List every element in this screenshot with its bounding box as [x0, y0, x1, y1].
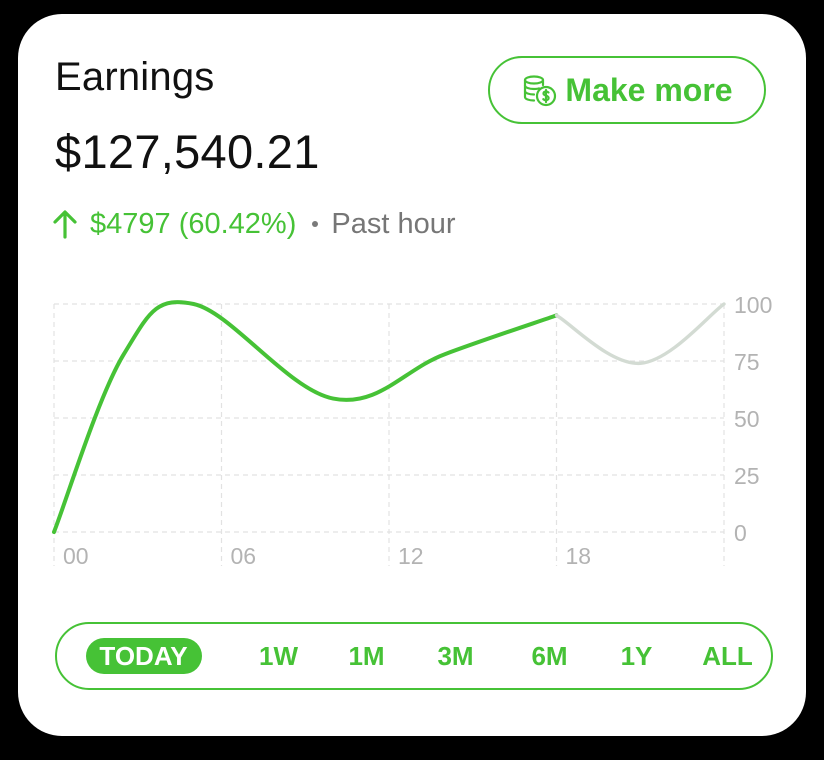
- y-tick-label: 100: [734, 292, 772, 318]
- x-tick-label: 12: [398, 543, 424, 569]
- change-value: $4797 (60.42%): [90, 207, 297, 240]
- make-more-label: Make more: [565, 71, 733, 108]
- chart-ticks: 0 25 50 75 100 00 06 12 18: [63, 292, 772, 569]
- earnings-series-line: [52, 300, 559, 534]
- arrow-up-icon: [53, 210, 77, 239]
- separator-dot: [312, 221, 319, 227]
- y-tick-label: 0: [734, 520, 747, 546]
- x-tick-label: 18: [566, 543, 592, 569]
- range-tab-6m[interactable]: 6M: [531, 641, 568, 671]
- range-tab-all[interactable]: ALL: [702, 641, 753, 671]
- projection-series-line: [554, 302, 726, 366]
- range-tab-3m[interactable]: 3M: [437, 641, 474, 671]
- chart-series: [52, 300, 726, 534]
- x-tick-label: 00: [63, 543, 89, 569]
- y-tick-label: 50: [734, 406, 760, 432]
- range-tab-1y[interactable]: 1Y: [620, 641, 653, 671]
- earnings-amount: $127,540.21: [55, 125, 320, 178]
- y-tick-label: 75: [734, 349, 760, 375]
- change-period: Past hour: [331, 207, 456, 240]
- range-tab-today[interactable]: TODAY: [85, 638, 202, 674]
- range-selector: TODAY 1W 1M 3M 6M 1Y ALL: [55, 622, 773, 690]
- earnings-title: Earnings: [55, 55, 215, 99]
- make-more-button[interactable]: Make more: [488, 56, 766, 124]
- range-tab-1w[interactable]: 1W: [259, 641, 298, 671]
- x-tick-label: 06: [231, 543, 257, 569]
- y-tick-label: 25: [734, 463, 760, 489]
- earnings-card: Earnings $127,540.21 $4797 (60.42%) Past…: [18, 14, 806, 736]
- range-tab-1m[interactable]: 1M: [348, 641, 385, 671]
- chart-grid: [53, 303, 725, 566]
- coins-dollar-icon: [524, 75, 557, 107]
- change-row: $4797 (60.42%) Past hour: [52, 207, 456, 241]
- earnings-line-chart: 0 25 50 75 100 00 06 12 18: [52, 292, 772, 569]
